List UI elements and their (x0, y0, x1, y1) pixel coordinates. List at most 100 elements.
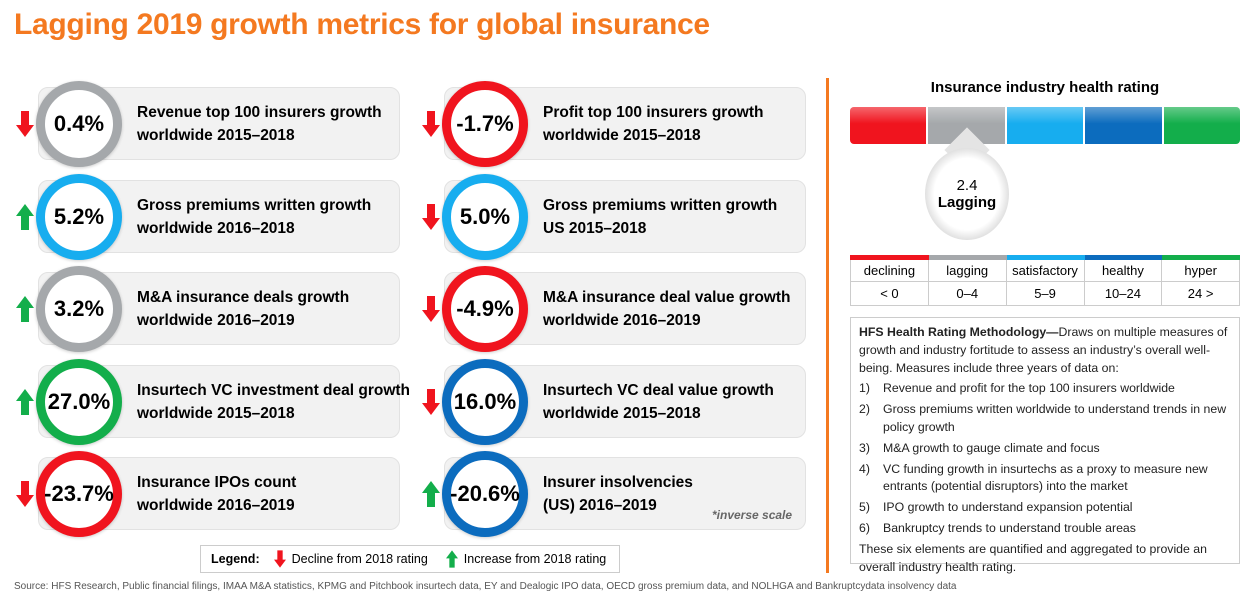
metric-label-line2: US 2015–2018 (543, 220, 647, 237)
metric-label-line1: Revenue top 100 insurers growth (137, 104, 382, 121)
metric-label: Revenue top 100 insurers growth worldwid… (137, 101, 382, 147)
metric-label: Gross premiums written growth US 2015–20… (543, 194, 777, 240)
item-text: Gross premiums written worldwide to unde… (883, 402, 1227, 434)
down-arrow-icon (16, 481, 34, 507)
inverse-scale-note: *inverse scale (712, 508, 793, 522)
metric-label: Insurer insolvencies (US) 2016–2019 (543, 471, 693, 517)
rating-bar (850, 107, 1240, 144)
methodology-item: 6) Bankruptcy trends to understand troubl… (859, 520, 1231, 538)
metric-label: M&A insurance deal value growth worldwid… (543, 286, 790, 332)
rating-label: Lagging (937, 194, 997, 211)
rating-segment-hyper (1163, 107, 1240, 144)
item-text: VC funding growth in insurtechs as a pro… (883, 461, 1208, 494)
item-number: 4) (859, 461, 870, 476)
rating-marker: 2.4 Lagging (925, 148, 1009, 240)
metric-label-line2: worldwide 2015–2018 (543, 127, 701, 144)
metric-label-line2: worldwide 2016–2019 (543, 312, 701, 329)
item-number: 2) (859, 402, 870, 417)
legend-decline: Decline from 2018 rating (291, 552, 428, 566)
item-number: 5) (859, 500, 870, 515)
metric-label-line1: Profit top 100 insurers growth (543, 104, 764, 121)
up-arrow-icon (16, 204, 34, 230)
rating-segment-satisfactory (1006, 107, 1084, 144)
metric-label: M&A insurance deals growth worldwide 201… (137, 286, 349, 332)
scale-level-name: satisfactory (1005, 255, 1085, 282)
methodology-box: HFS Health Rating Methodology—Draws on m… (850, 317, 1240, 574)
rating-segment-healthy (1085, 107, 1162, 144)
legend-increase: Increase from 2018 rating (463, 552, 607, 566)
methodology-list: 1) Revenue and profit for the top 100 ins… (859, 380, 1231, 537)
rating-scale-table: declining lagging satisfactory healthy hyper… (850, 255, 1240, 306)
methodology-item: 1) Revenue and profit for the top 100 ins… (859, 380, 1231, 398)
metric-label: Gross premiums written growth worldwide … (137, 194, 371, 240)
metric-label-line1: Gross premiums written growth (137, 197, 372, 214)
down-arrow-icon (273, 550, 286, 568)
methodology-item: 4) VC funding growth in insurtechs as a p… (859, 461, 1231, 497)
metric-label-line1: Insurtech VC investment deal growth (137, 382, 411, 399)
divider (826, 78, 829, 573)
metric-value: 5.2% (36, 174, 122, 260)
metric-label-line2: worldwide 2016–2019 (137, 497, 295, 514)
metric-label-line1: Insurance IPOs count (137, 474, 297, 491)
scale-level-name: lagging (927, 255, 1007, 282)
source-note: Source: HFS Research, Public financial f… (14, 581, 957, 592)
methodology-item: 5) IPO growth to understand expansion pot… (859, 499, 1231, 517)
methodology-item: 3) M&A growth to gauge climate and focus (859, 440, 1231, 458)
rating-title: Insurance industry health rating (930, 79, 1160, 96)
scale-level-name: healthy (1083, 255, 1163, 282)
legend: Legend: Decline from 2018 rating Increas… (200, 545, 620, 573)
page-title: Lagging 2019 growth metrics for global i… (14, 8, 710, 41)
metric-label-line2: worldwide 2015–2018 (137, 127, 295, 144)
metric-value: -4.9% (442, 266, 528, 352)
up-arrow-icon (16, 389, 34, 415)
rating-segment-declining (850, 107, 927, 144)
metric-value: 0.4% (36, 81, 122, 167)
metric-label: Insurtech VC investment deal growth worl… (137, 379, 410, 425)
rating-segment-lagging (928, 107, 1005, 144)
item-text: M&A growth to gauge climate and focus (883, 440, 1100, 455)
down-arrow-icon (422, 389, 440, 415)
metric-label-line2: worldwide 2016–2018 (137, 220, 295, 237)
down-arrow-icon (422, 296, 440, 322)
metric-value: 16.0% (442, 359, 528, 445)
item-number: 1) (859, 381, 870, 396)
metric-label-line2: worldwide 2016–2019 (137, 312, 295, 329)
metric-label-line2: (US) 2016–2019 (543, 497, 657, 514)
up-arrow-icon (422, 481, 440, 507)
metric-value: 3.2% (36, 266, 122, 352)
metric-value: 27.0% (36, 359, 122, 445)
down-arrow-icon (422, 111, 440, 137)
methodology-outro: These six elements are quantified and ag… (859, 541, 1207, 574)
scale-level-range: 5–9 (1005, 281, 1085, 306)
methodology-intro: Draws on multiple measures of growth and… (859, 325, 1228, 375)
metric-label: Insurtech VC deal value growth worldwide… (543, 379, 774, 425)
metric-label: Insurance IPOs count worldwide 2016–2019 (137, 471, 296, 517)
methodology-heading: HFS Health Rating Methodology— (859, 325, 1059, 339)
up-arrow-icon (445, 550, 458, 568)
item-text: Revenue and profit for the top 100 insur… (883, 381, 1175, 396)
metric-value: -23.7% (36, 451, 122, 537)
down-arrow-icon (422, 204, 440, 230)
item-number: 3) (859, 440, 870, 455)
metric-label-line1: M&A insurance deals growth (137, 289, 350, 306)
up-arrow-icon (16, 296, 34, 322)
metric-value: -1.7% (442, 81, 528, 167)
item-text: IPO growth to understand expansion poten… (883, 500, 1133, 515)
metric-value: 5.0% (442, 174, 528, 260)
metric-label-line1: Gross premiums written growth (543, 197, 778, 214)
legend-label: Legend: (211, 552, 260, 566)
scale-level-name: hyper (1161, 255, 1240, 282)
metric-value: -20.6% (442, 451, 528, 537)
scale-level-range: 0–4 (927, 281, 1007, 306)
metric-label-line1: M&A insurance deal value growth (543, 289, 791, 306)
down-arrow-icon (16, 111, 34, 137)
scale-level-range: < 0 (850, 281, 929, 306)
scale-level-range: 10–24 (1083, 281, 1163, 306)
metric-label-line2: worldwide 2015–2018 (137, 405, 295, 422)
rating-score: 2.4 (956, 177, 978, 194)
item-number: 6) (859, 520, 870, 535)
metric-label: Profit top 100 insurers growth worldwide… (543, 101, 763, 147)
item-text: Bankruptcy trends to understand trouble … (883, 520, 1136, 535)
metric-label-line1: Insurtech VC deal value growth (543, 382, 774, 399)
metric-label-line1: Insurer insolvencies (543, 474, 693, 491)
